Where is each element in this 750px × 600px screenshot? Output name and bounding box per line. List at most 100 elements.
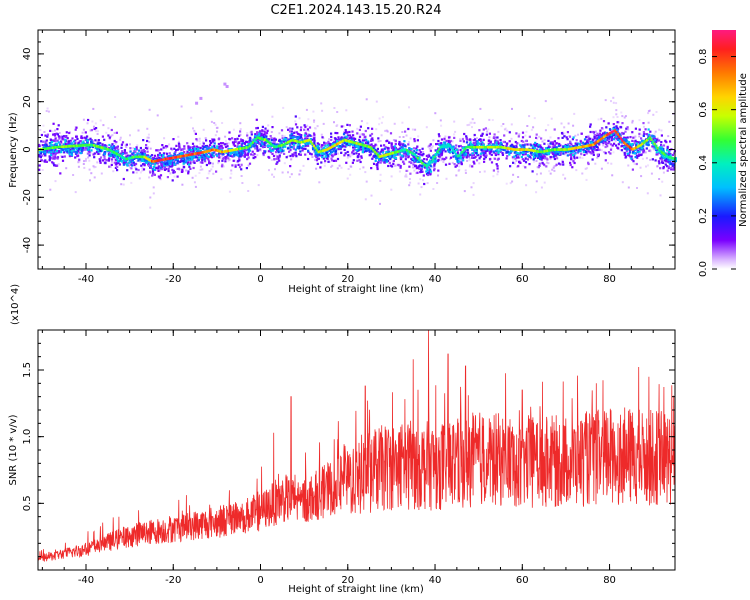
- heatmap-noise-dot: [414, 128, 417, 131]
- heatmap-noise-dot: [109, 165, 112, 168]
- heatmap-halo-cell: [487, 142, 490, 145]
- heatmap-halo-cell: [145, 144, 148, 147]
- heatmap-halo-cell: [281, 137, 284, 140]
- heatmap-halo-cell: [591, 158, 594, 161]
- heatmap-halo-cell: [208, 146, 211, 149]
- heatmap-noise-dot: [281, 171, 284, 174]
- heatmap-noise-dot: [345, 109, 348, 112]
- heatmap-halo-cell: [381, 150, 385, 153]
- heatmap-noise-dot: [181, 183, 184, 186]
- heatmap-noise-dot: [43, 131, 46, 133]
- heatmap-halo-cell: [176, 167, 179, 170]
- heatmap-halo-cell: [144, 146, 148, 149]
- heatmap-noise-dot: [617, 121, 620, 124]
- heatmap-halo-cell: [356, 132, 359, 135]
- heatmap-halo-cell: [616, 121, 619, 124]
- heatmap-halo-cell: [637, 141, 640, 144]
- heatmap-noise-dot: [380, 121, 383, 124]
- heatmap-noise-dot: [202, 141, 204, 144]
- heatmap-halo-cell: [229, 154, 232, 157]
- heatmap-core-cell: [103, 153, 106, 156]
- heatmap-halo-cell: [256, 140, 260, 143]
- heatmap-halo-cell: [55, 132, 58, 135]
- heatmap-core-cell: [471, 147, 474, 150]
- heatmap-halo-cell: [572, 160, 575, 163]
- heatmap-core-cell: [473, 147, 476, 150]
- heatmap-noise-dot: [554, 165, 557, 167]
- heatmap-noise-dot: [432, 188, 435, 190]
- heatmap-halo-cell: [201, 145, 204, 148]
- heatmap-halo-cell: [108, 157, 111, 160]
- heatmap-core-cell: [588, 146, 591, 149]
- heatmap-core-cell: [97, 142, 100, 145]
- heatmap-halo-cell: [155, 149, 158, 152]
- heatmap-core-cell: [303, 134, 306, 137]
- heatmap-core-cell: [429, 156, 433, 159]
- heatmap-halo-cell: [569, 140, 572, 143]
- heatmap-halo-cell: [485, 154, 488, 157]
- heatmap-core-cell: [49, 154, 53, 157]
- heatmap-halo-cell: [151, 170, 155, 173]
- heatmap-core-cell: [452, 145, 455, 148]
- heatmap-halo-cell: [352, 134, 355, 137]
- heatmap-noise-dot: [627, 186, 630, 189]
- heatmap-halo-cell: [295, 131, 298, 134]
- heatmap-core-cell: [403, 144, 406, 147]
- heatmap-halo-cell: [52, 162, 55, 165]
- heatmap-core-cell: [576, 144, 579, 147]
- heatmap-halo-cell: [606, 139, 609, 142]
- heatmap-halo-cell: [245, 167, 248, 170]
- heatmap-core-cell: [203, 158, 206, 161]
- heatmap-core-cell: [304, 141, 308, 144]
- heatmap-halo-cell: [543, 142, 546, 145]
- heatmap-noise-dot: [159, 178, 162, 181]
- heatmap-halo-cell: [56, 156, 60, 159]
- heatmap-core-cell: [628, 143, 631, 146]
- heatmap-halo-cell: [179, 147, 182, 150]
- heatmap-core-cell: [638, 150, 641, 153]
- heatmap-halo-cell: [396, 148, 399, 151]
- heatmap-noise-dot: [518, 133, 521, 136]
- heatmap-core-cell: [457, 156, 461, 159]
- heatmap-halo-cell: [308, 126, 312, 129]
- heatmap-noise-dot: [138, 177, 141, 180]
- heatmap-halo-cell: [53, 149, 56, 152]
- heatmap-core-cell: [270, 139, 273, 142]
- heatmap-core-cell: [530, 144, 533, 147]
- heatmap-halo-cell: [233, 144, 236, 147]
- heatmap-halo-cell: [68, 140, 71, 143]
- heatmap-noise-dot: [152, 186, 155, 189]
- heatmap-core-cell: [613, 126, 616, 129]
- heatmap-core-cell: [391, 150, 394, 154]
- heatmap-halo-cell: [307, 133, 310, 136]
- heatmap-halo-cell: [90, 129, 93, 132]
- heatmap-core-cell: [289, 134, 292, 137]
- heatmap-halo-cell: [175, 149, 178, 152]
- heatmap-core-cell: [546, 146, 549, 149]
- heatmap-halo-cell: [499, 147, 502, 150]
- heatmap-halo-cell: [620, 126, 623, 129]
- heatmap-halo-cell: [615, 125, 618, 128]
- heatmap-noise-dot: [196, 139, 199, 142]
- heatmap-core-cell: [479, 152, 483, 155]
- heatmap-noise-dot: [392, 139, 395, 141]
- heatmap-halo-cell: [228, 137, 231, 141]
- heatmap-core-cell: [308, 134, 311, 137]
- heatmap-halo-cell: [244, 149, 248, 152]
- heatmap-noise-dot: [391, 160, 394, 163]
- heatmap-halo-cell: [651, 145, 654, 148]
- heatmap-core-cell: [179, 153, 182, 156]
- heatmap-core-cell: [505, 151, 508, 154]
- heatmap-halo-cell: [453, 163, 456, 166]
- heatmap-core-cell: [523, 150, 526, 153]
- heatmap-halo-cell: [277, 157, 280, 160]
- heatmap-halo-cell: [471, 165, 474, 168]
- heatmap-noise-dot: [346, 156, 349, 159]
- heatmap-halo-cell: [108, 151, 111, 155]
- heatmap-halo-cell: [45, 142, 48, 145]
- heatmap-halo-cell: [437, 139, 440, 143]
- heatmap-halo-cell: [635, 162, 638, 166]
- heatmap-noise-dot: [336, 111, 339, 113]
- heatmap-halo-cell: [543, 157, 546, 160]
- heatmap-core-cell: [362, 148, 365, 151]
